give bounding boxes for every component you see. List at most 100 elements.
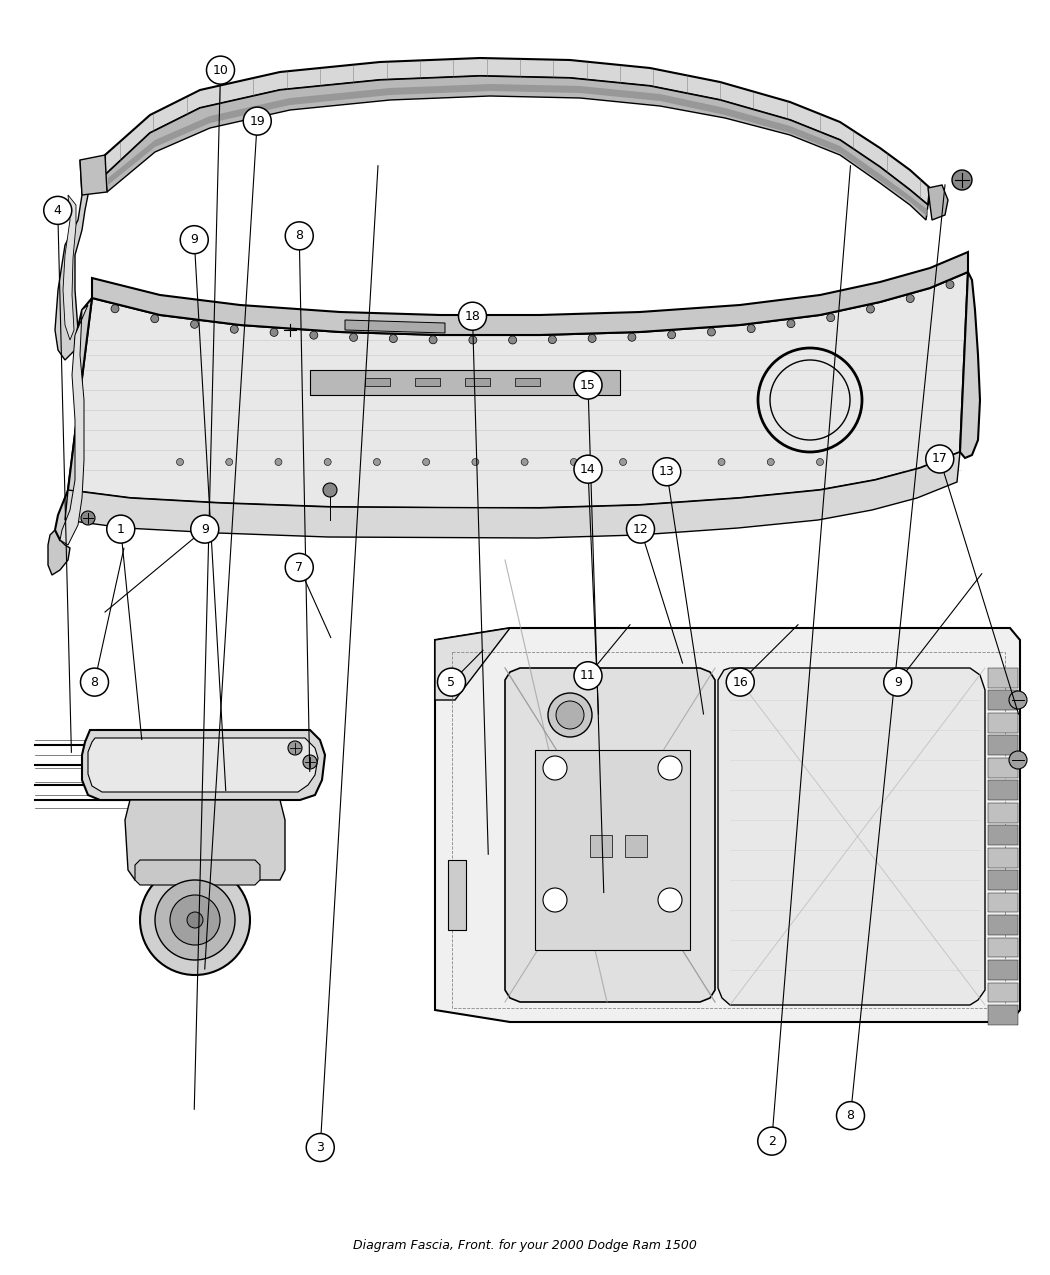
Circle shape: [748, 325, 755, 333]
Circle shape: [543, 756, 567, 780]
Circle shape: [226, 459, 233, 465]
Circle shape: [270, 329, 278, 337]
Circle shape: [140, 864, 250, 975]
Circle shape: [826, 314, 835, 321]
Circle shape: [570, 459, 578, 465]
Circle shape: [628, 333, 636, 342]
Circle shape: [620, 459, 627, 465]
Polygon shape: [48, 530, 70, 575]
Text: Diagram Fascia, Front. for your 2000 Dodge Ram 1500: Diagram Fascia, Front. for your 2000 Dod…: [353, 1238, 697, 1252]
Polygon shape: [55, 159, 88, 360]
Text: 2: 2: [768, 1135, 776, 1148]
Circle shape: [190, 320, 198, 329]
Circle shape: [350, 333, 358, 342]
Circle shape: [718, 459, 726, 465]
Circle shape: [303, 755, 317, 769]
Circle shape: [244, 107, 271, 135]
Circle shape: [429, 335, 437, 344]
Text: 9: 9: [190, 233, 198, 246]
Circle shape: [574, 662, 602, 690]
Circle shape: [588, 334, 596, 343]
Text: 15: 15: [580, 379, 596, 391]
Text: 10: 10: [212, 64, 229, 76]
Circle shape: [768, 459, 774, 465]
Polygon shape: [988, 1005, 1018, 1025]
Circle shape: [176, 459, 184, 465]
Polygon shape: [435, 629, 510, 700]
Circle shape: [469, 337, 477, 344]
Bar: [310, 370, 620, 395]
Polygon shape: [65, 453, 960, 538]
Circle shape: [324, 459, 331, 465]
Circle shape: [952, 170, 972, 190]
Polygon shape: [988, 803, 1018, 822]
Polygon shape: [82, 731, 326, 799]
Circle shape: [508, 337, 517, 344]
Circle shape: [107, 515, 134, 543]
Text: 3: 3: [316, 1141, 324, 1154]
Polygon shape: [988, 937, 1018, 958]
Text: 8: 8: [90, 676, 99, 688]
Circle shape: [374, 459, 380, 465]
Circle shape: [275, 459, 282, 465]
Circle shape: [286, 222, 313, 250]
Circle shape: [438, 668, 465, 696]
Polygon shape: [435, 629, 1020, 1023]
Polygon shape: [988, 825, 1018, 845]
Circle shape: [310, 332, 318, 339]
Circle shape: [286, 553, 313, 581]
Circle shape: [866, 305, 875, 314]
Circle shape: [1009, 691, 1027, 709]
Circle shape: [81, 668, 108, 696]
Polygon shape: [988, 915, 1018, 935]
Circle shape: [653, 458, 680, 486]
Circle shape: [658, 756, 682, 780]
Text: 13: 13: [659, 465, 674, 478]
Polygon shape: [988, 691, 1018, 710]
Circle shape: [543, 887, 567, 912]
Polygon shape: [80, 156, 107, 195]
Polygon shape: [88, 738, 318, 792]
Circle shape: [187, 912, 203, 928]
Circle shape: [574, 455, 602, 483]
Polygon shape: [55, 298, 92, 541]
Circle shape: [668, 330, 675, 339]
Bar: [365, 377, 390, 386]
Text: 16: 16: [733, 676, 748, 688]
Text: 5: 5: [447, 676, 456, 688]
Circle shape: [191, 515, 218, 543]
Circle shape: [669, 459, 676, 465]
Polygon shape: [988, 736, 1018, 755]
Circle shape: [1009, 751, 1027, 769]
Polygon shape: [60, 305, 88, 544]
Circle shape: [521, 459, 528, 465]
Polygon shape: [718, 668, 985, 1005]
Polygon shape: [63, 195, 76, 340]
Text: 8: 8: [846, 1109, 855, 1122]
Circle shape: [837, 1102, 864, 1130]
Circle shape: [181, 226, 208, 254]
Bar: [448, 861, 466, 929]
Polygon shape: [988, 848, 1018, 867]
Polygon shape: [988, 892, 1018, 913]
Circle shape: [817, 459, 823, 465]
Circle shape: [207, 56, 234, 84]
Circle shape: [155, 880, 235, 960]
Text: 7: 7: [295, 561, 303, 574]
Text: 14: 14: [580, 463, 596, 476]
Circle shape: [727, 668, 754, 696]
Polygon shape: [988, 668, 1018, 687]
Polygon shape: [125, 799, 285, 880]
Polygon shape: [988, 780, 1018, 801]
Circle shape: [170, 895, 220, 945]
Polygon shape: [928, 185, 948, 221]
Text: 1: 1: [117, 523, 125, 536]
Circle shape: [574, 371, 602, 399]
Polygon shape: [988, 983, 1018, 1002]
Polygon shape: [988, 713, 1018, 733]
Circle shape: [758, 1127, 785, 1155]
Circle shape: [471, 459, 479, 465]
Circle shape: [459, 302, 486, 330]
Circle shape: [548, 694, 592, 737]
Circle shape: [390, 334, 397, 343]
